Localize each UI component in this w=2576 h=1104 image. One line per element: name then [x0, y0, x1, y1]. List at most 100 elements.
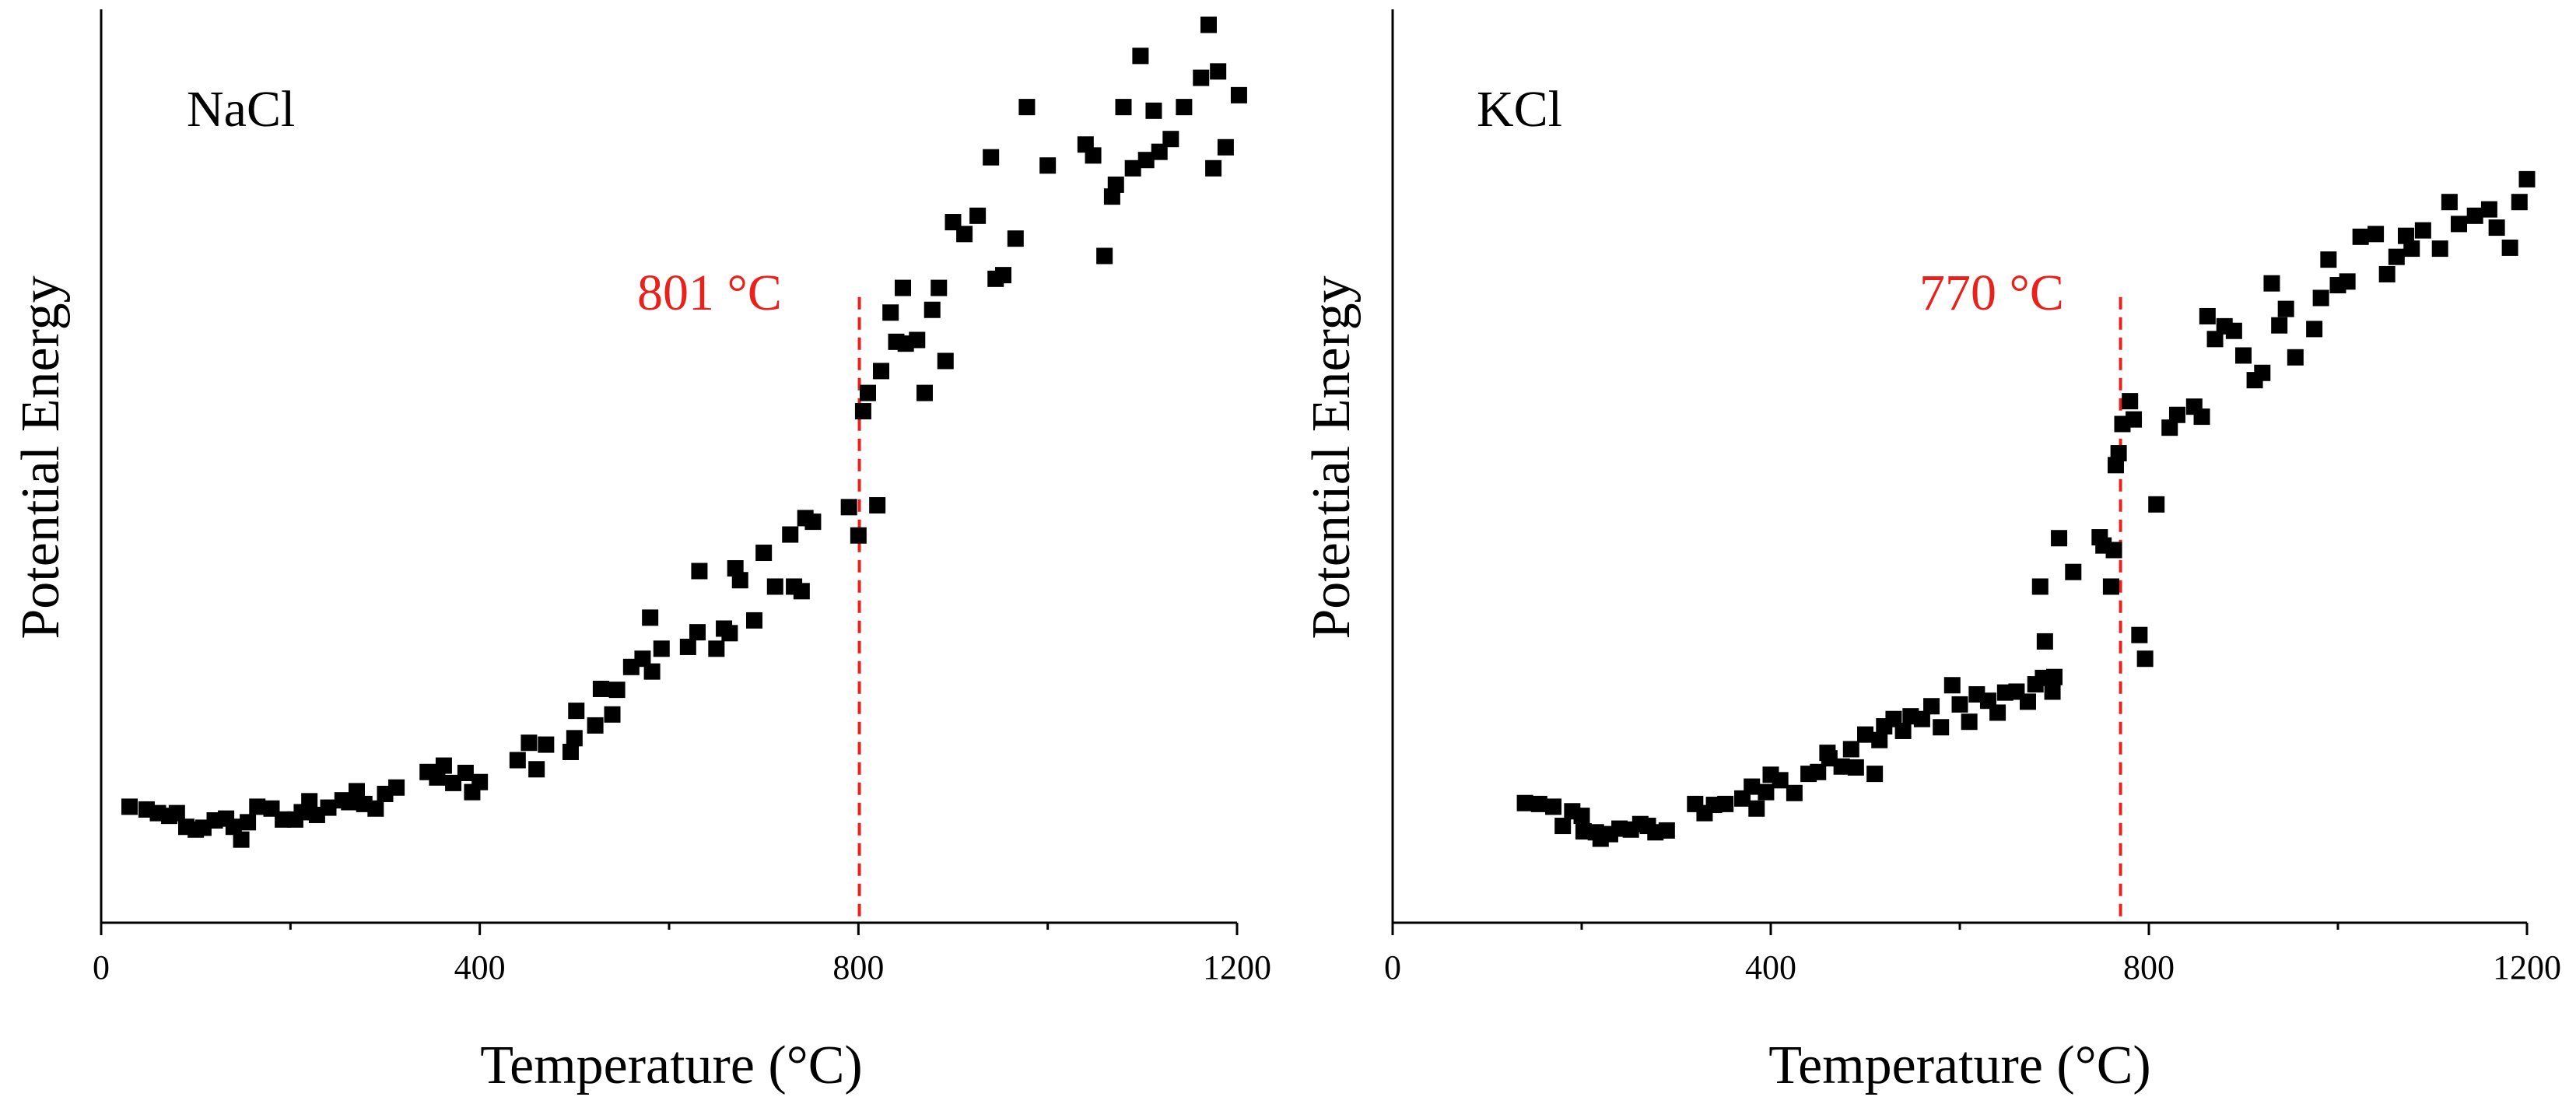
- kcl-data-point: [2235, 347, 2252, 364]
- nacl-data-point: [854, 403, 871, 420]
- nacl-data-point: [566, 730, 583, 747]
- kcl-data-point: [2451, 216, 2468, 233]
- nacl-data-point: [653, 640, 670, 657]
- nacl-data-point: [1124, 159, 1141, 177]
- nacl-data-point: [538, 736, 555, 753]
- kcl-data-point: [1786, 784, 1803, 801]
- nacl-data-point: [528, 761, 545, 778]
- kcl-data-point: [2051, 530, 2068, 547]
- kcl-data-point: [1833, 758, 1850, 775]
- kcl-data-point: [1913, 710, 1930, 727]
- kcl-data-point: [2225, 322, 2242, 339]
- kcl-data-point: [2306, 321, 2323, 338]
- nacl-data-point: [121, 798, 138, 815]
- nacl-data-point: [983, 149, 1000, 166]
- kcl-data-point: [2110, 445, 2127, 462]
- nacl-data-point: [301, 793, 318, 810]
- kcl-data-point: [2277, 300, 2294, 317]
- nacl-data-point: [349, 783, 365, 800]
- kcl-data-point: [1516, 794, 1533, 811]
- nacl-data-point: [1115, 99, 1132, 116]
- nacl-data-point: [1085, 147, 1102, 164]
- kcl-data-point: [1951, 696, 1968, 713]
- nacl-plot-area: 0 400 800 1200: [93, 9, 1271, 987]
- nacl-panel-label: NaCl: [187, 81, 295, 138]
- nacl-data-point: [471, 773, 489, 790]
- nacl-data-point: [367, 800, 384, 817]
- kcl-data-point: [1744, 778, 1761, 795]
- nacl-data-point: [895, 279, 912, 296]
- nacl-data-point: [916, 384, 933, 401]
- nacl-melting-point-label: 801 °C: [637, 265, 782, 321]
- kcl-data-point: [1810, 763, 1827, 780]
- nacl-data-point: [956, 226, 973, 243]
- kcl-data-point: [1847, 759, 1864, 776]
- kcl-data-point: [2397, 227, 2414, 244]
- nacl-data-point: [882, 304, 899, 321]
- kcl-data-point: [2466, 207, 2483, 224]
- nacl-data-point: [1018, 99, 1036, 116]
- kcl-data-point: [1758, 783, 1775, 801]
- nacl-data-point: [1230, 86, 1247, 103]
- nacl-data-point: [320, 799, 337, 816]
- kcl-data-point: [2031, 578, 2049, 595]
- nacl-data-point: [869, 496, 886, 513]
- kcl-data-point: [1821, 750, 1838, 767]
- kcl-data-point: [1530, 795, 1547, 812]
- kcl-x-tick-label: 400: [1745, 948, 1796, 987]
- nacl-data-point: [435, 757, 452, 774]
- nacl-data-point: [873, 363, 890, 380]
- nacl-data-point: [520, 734, 538, 752]
- nacl-data-point: [969, 207, 987, 224]
- kcl-data-point: [1943, 677, 1961, 694]
- nacl-data-point: [587, 717, 604, 734]
- kcl-panel: 0 400 800 1200 KCl Temperature (°C) Potenti…: [1302, 9, 2561, 1095]
- kcl-data-point: [2131, 626, 2148, 643]
- kcl-data-point: [2518, 170, 2536, 188]
- kcl-melting-point-label: 770 °C: [1919, 265, 2064, 321]
- nacl-data-point: [1151, 143, 1168, 160]
- kcl-data-point: [2065, 563, 2082, 580]
- nacl-data-point: [840, 499, 857, 516]
- nacl-data-point: [233, 831, 250, 848]
- nacl-data-point: [1107, 176, 1124, 193]
- nacl-data-point: [568, 703, 585, 720]
- nacl-data-point: [850, 527, 867, 544]
- kcl-data-point: [2148, 496, 2165, 513]
- kcl-data-point: [2501, 239, 2518, 256]
- nacl-x-axis-title: Temperature (°C): [480, 1036, 862, 1095]
- nacl-data-point: [924, 301, 941, 318]
- nacl-data-point: [931, 279, 948, 296]
- nacl-data-point: [691, 563, 708, 580]
- kcl-data-point: [2126, 411, 2143, 428]
- nacl-data-point: [793, 583, 810, 600]
- kcl-x-tick-label: 1200: [2493, 948, 2561, 987]
- kcl-data-point: [2254, 364, 2271, 381]
- nacl-data-point: [679, 638, 696, 655]
- nacl-data-point: [804, 513, 822, 531]
- nacl-data-point: [1007, 230, 1024, 247]
- kcl-data-point: [2511, 194, 2528, 211]
- kcl-x-axis-title: Temperature (°C): [1768, 1036, 2150, 1095]
- kcl-data-point: [2339, 273, 2356, 290]
- nacl-panel: 0 400 800 1200 NaCl Temperature (°C) Potent…: [11, 9, 1271, 1095]
- kcl-data-point: [2352, 228, 2369, 245]
- nacl-data-point: [1039, 157, 1057, 174]
- kcl-data-point: [1748, 800, 1765, 817]
- kcl-data-point: [1545, 798, 1562, 815]
- nacl-data-point: [608, 682, 626, 699]
- nacl-data-point: [592, 680, 609, 697]
- kcl-data-point: [2161, 419, 2178, 436]
- nacl-data-point: [388, 779, 405, 796]
- nacl-data-point: [860, 384, 876, 401]
- kcl-data-point: [2036, 633, 2053, 650]
- nacl-data-point: [634, 650, 651, 668]
- nacl-data-point: [746, 612, 762, 629]
- nacl-data-point: [249, 798, 266, 815]
- kcl-data-point: [1772, 772, 1789, 789]
- kcl-data-point: [2367, 226, 2385, 243]
- kcl-data-point: [2414, 222, 2431, 239]
- kcl-y-axis-title: Potential Energy: [1302, 275, 1362, 639]
- nacl-data-point: [1217, 138, 1234, 156]
- kcl-data-point: [2193, 408, 2210, 426]
